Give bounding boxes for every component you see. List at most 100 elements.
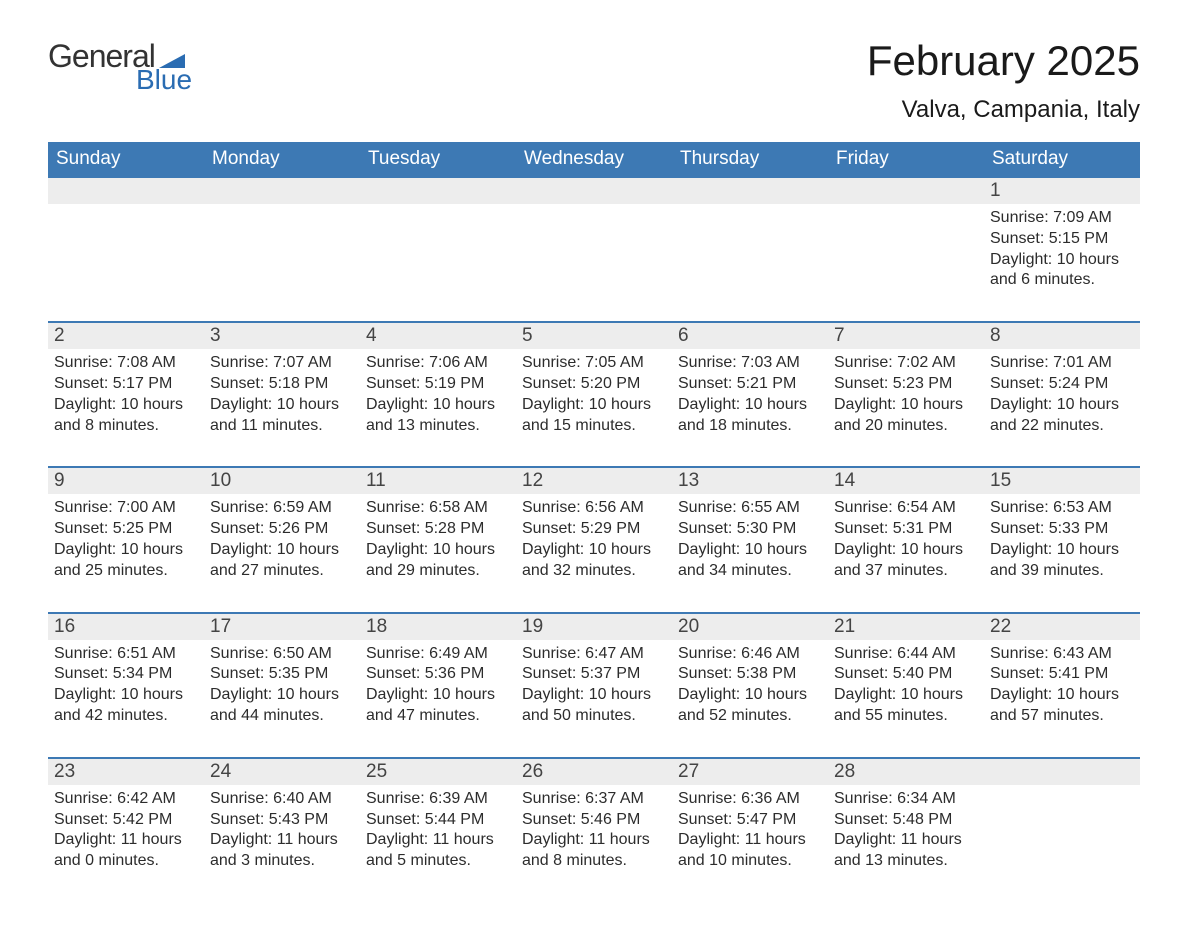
- calendar-cell: 14Sunrise: 6:54 AMSunset: 5:31 PMDayligh…: [828, 467, 984, 612]
- sunrise-text: Sunrise: 6:58 AM: [366, 498, 510, 519]
- calendar-cell: 17 Sunrise: 6:50 AMSunset: 5:35 PMDayligh…: [204, 613, 360, 758]
- sunrise-text: Sunrise: 7:07 AM: [210, 353, 354, 374]
- day-content: Sunrise: 7:00 AMSunset: 5:25 PMDaylight:…: [52, 498, 200, 581]
- location-title: Valva, Campania, Italy: [867, 96, 1140, 124]
- day-number: 15: [984, 468, 1140, 494]
- calendar-cell: 5Sunrise: 7:05 AMSunset: 5:20 PMDaylight…: [516, 322, 672, 467]
- calendar-cell: 20Sunrise: 6:46 AMSunset: 5:38 PMDayligh…: [672, 613, 828, 758]
- daylight-text: Daylight: 10 hours and 8 minutes.: [54, 395, 198, 437]
- day-number: 12: [516, 468, 672, 494]
- sunset-text: Sunset: 5:33 PM: [990, 519, 1134, 540]
- sunrise-text: Sunrise: 7:05 AM: [522, 353, 666, 374]
- sunrise-text: Sunrise: 7:08 AM: [54, 353, 198, 374]
- sunset-text: Sunset: 5:40 PM: [834, 664, 978, 685]
- daylight-text: Daylight: 10 hours and 6 minutes.: [990, 250, 1134, 292]
- day-number: [984, 759, 1140, 785]
- day-number: 22: [984, 614, 1140, 640]
- day-number: 20: [672, 614, 828, 640]
- sunrise-text: Sunrise: 6:56 AM: [522, 498, 666, 519]
- day-content: Sunrise: 6:42 AMSunset: 5:42 PMDaylight:…: [52, 789, 200, 872]
- weekday-thursday: Thursday: [672, 142, 828, 177]
- daylight-text: Daylight: 10 hours and 47 minutes.: [366, 685, 510, 727]
- day-number: 17: [204, 614, 360, 640]
- sunset-text: Sunset: 5:44 PM: [366, 810, 510, 831]
- day-content: Sunrise: 6:56 AMSunset: 5:29 PMDaylight:…: [520, 498, 668, 581]
- calendar-cell: [984, 758, 1140, 902]
- weekday-wednesday: Wednesday: [516, 142, 672, 177]
- sunrise-text: Sunrise: 6:51 AM: [54, 644, 198, 665]
- day-number: [828, 178, 984, 204]
- day-number: [48, 178, 204, 204]
- day-content: Sunrise: 6:39 AMSunset: 5:44 PMDaylight:…: [364, 789, 512, 872]
- sunset-text: Sunset: 5:20 PM: [522, 374, 666, 395]
- calendar-week-row: 16Sunrise: 6:51 AMSunset: 5:34 PMDayligh…: [48, 613, 1140, 758]
- sunset-text: Sunset: 5:28 PM: [366, 519, 510, 540]
- day-content: Sunrise: 6:44 AMSunset: 5:40 PMDaylight:…: [832, 644, 980, 727]
- daylight-text: Daylight: 10 hours and 39 minutes.: [990, 540, 1134, 582]
- sunset-text: Sunset: 5:31 PM: [834, 519, 978, 540]
- sunset-text: Sunset: 5:43 PM: [210, 810, 354, 831]
- sunset-text: Sunset: 5:17 PM: [54, 374, 198, 395]
- day-number: 7: [828, 323, 984, 349]
- sunset-text: Sunset: 5:34 PM: [54, 664, 198, 685]
- day-number: 27: [672, 759, 828, 785]
- day-number: [204, 178, 360, 204]
- sunrise-text: Sunrise: 7:09 AM: [990, 208, 1134, 229]
- day-content: Sunrise: 6:34 AMSunset: 5:48 PMDaylight:…: [832, 789, 980, 872]
- calendar-cell: [828, 177, 984, 322]
- daylight-text: Daylight: 11 hours and 8 minutes.: [522, 830, 666, 872]
- sunset-text: Sunset: 5:36 PM: [366, 664, 510, 685]
- calendar-cell: 18Sunrise: 6:49 AMSunset: 5:36 PMDayligh…: [360, 613, 516, 758]
- calendar-cell: 27Sunrise: 6:36 AMSunset: 5:47 PMDayligh…: [672, 758, 828, 902]
- weekday-saturday: Saturday: [984, 142, 1140, 177]
- daylight-text: Daylight: 10 hours and 25 minutes.: [54, 540, 198, 582]
- day-content: Sunrise: 6:55 AMSunset: 5:30 PMDaylight:…: [676, 498, 824, 581]
- calendar-cell: [672, 177, 828, 322]
- sunrise-text: Sunrise: 6:40 AM: [210, 789, 354, 810]
- sunrise-text: Sunrise: 6:50 AM: [210, 644, 354, 665]
- day-number: 10: [204, 468, 360, 494]
- calendar-cell: 23Sunrise: 6:42 AMSunset: 5:42 PMDayligh…: [48, 758, 204, 902]
- day-content: Sunrise: 6:50 AMSunset: 5:35 PMDaylight:…: [208, 644, 356, 727]
- day-content: Sunrise: 6:37 AMSunset: 5:46 PMDaylight:…: [520, 789, 668, 872]
- sunset-text: Sunset: 5:18 PM: [210, 374, 354, 395]
- daylight-text: Daylight: 10 hours and 44 minutes.: [210, 685, 354, 727]
- sunrise-text: Sunrise: 6:43 AM: [990, 644, 1134, 665]
- calendar-cell: 4Sunrise: 7:06 AMSunset: 5:19 PMDaylight…: [360, 322, 516, 467]
- day-content: Sunrise: 7:06 AMSunset: 5:19 PMDaylight:…: [364, 353, 512, 436]
- logo: General Blue: [48, 40, 192, 94]
- calendar-cell: [48, 177, 204, 322]
- day-content: Sunrise: 7:01 AMSunset: 5:24 PMDaylight:…: [988, 353, 1136, 436]
- calendar-cell: [360, 177, 516, 322]
- daylight-text: Daylight: 10 hours and 20 minutes.: [834, 395, 978, 437]
- calendar-cell: [204, 177, 360, 322]
- sunset-text: Sunset: 5:24 PM: [990, 374, 1134, 395]
- day-number: 9: [48, 468, 204, 494]
- calendar-cell: 13Sunrise: 6:55 AMSunset: 5:30 PMDayligh…: [672, 467, 828, 612]
- calendar-cell: 19Sunrise: 6:47 AMSunset: 5:37 PMDayligh…: [516, 613, 672, 758]
- sunset-text: Sunset: 5:21 PM: [678, 374, 822, 395]
- day-content: Sunrise: 6:40 AMSunset: 5:43 PMDaylight:…: [208, 789, 356, 872]
- sunset-text: Sunset: 5:19 PM: [366, 374, 510, 395]
- day-number: 19: [516, 614, 672, 640]
- calendar-cell: [516, 177, 672, 322]
- calendar-cell: 21Sunrise: 6:44 AMSunset: 5:40 PMDayligh…: [828, 613, 984, 758]
- sunrise-text: Sunrise: 7:06 AM: [366, 353, 510, 374]
- day-content: Sunrise: 7:03 AMSunset: 5:21 PMDaylight:…: [676, 353, 824, 436]
- sunrise-text: Sunrise: 6:49 AM: [366, 644, 510, 665]
- calendar-cell: 8Sunrise: 7:01 AMSunset: 5:24 PMDaylight…: [984, 322, 1140, 467]
- daylight-text: Daylight: 10 hours and 50 minutes.: [522, 685, 666, 727]
- day-content: Sunrise: 6:53 AMSunset: 5:33 PMDaylight:…: [988, 498, 1136, 581]
- sunset-text: Sunset: 5:46 PM: [522, 810, 666, 831]
- day-number: 3: [204, 323, 360, 349]
- day-number: 24: [204, 759, 360, 785]
- day-number: 25: [360, 759, 516, 785]
- calendar-cell: 26Sunrise: 6:37 AMSunset: 5:46 PMDayligh…: [516, 758, 672, 902]
- sunset-text: Sunset: 5:15 PM: [990, 229, 1134, 250]
- calendar-cell: 11Sunrise: 6:58 AMSunset: 5:28 PMDayligh…: [360, 467, 516, 612]
- calendar-week-row: 23Sunrise: 6:42 AMSunset: 5:42 PMDayligh…: [48, 758, 1140, 902]
- daylight-text: Daylight: 10 hours and 11 minutes.: [210, 395, 354, 437]
- sunrise-text: Sunrise: 6:39 AM: [366, 789, 510, 810]
- daylight-text: Daylight: 10 hours and 15 minutes.: [522, 395, 666, 437]
- day-number: 2: [48, 323, 204, 349]
